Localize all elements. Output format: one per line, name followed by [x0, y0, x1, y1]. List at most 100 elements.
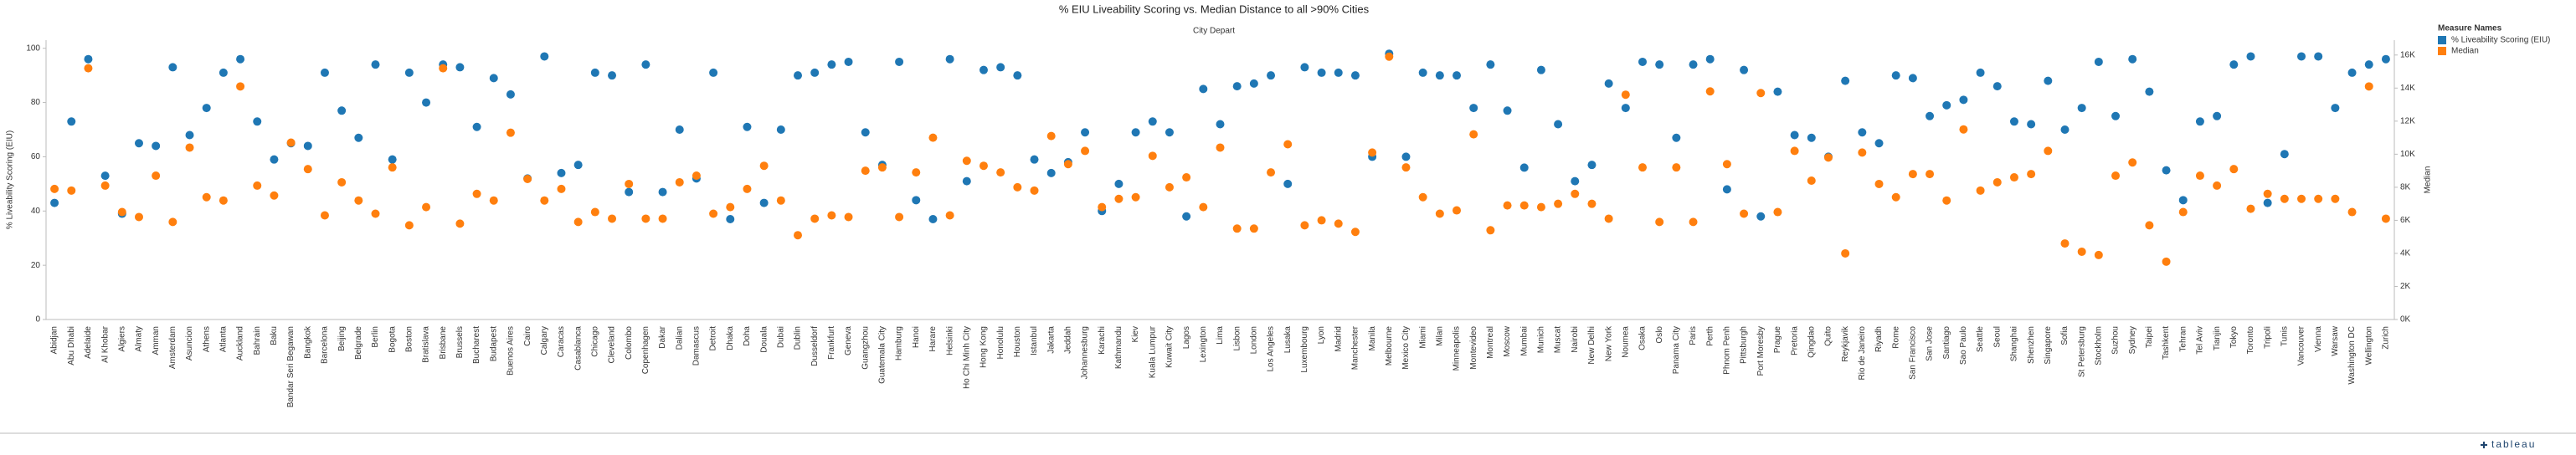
dot: [2027, 120, 2036, 129]
x-tick-label: Shanghai: [2010, 326, 2019, 361]
x-tick-label: Harare: [928, 326, 938, 352]
dot: [1604, 214, 1613, 223]
dot: [1283, 140, 1293, 149]
dot: [962, 176, 971, 186]
x-tick-label: Chicago: [590, 326, 599, 357]
dot: [439, 64, 448, 73]
x-tick-label: Taipei: [2145, 326, 2154, 348]
dot: [2195, 171, 2204, 181]
dot: [2009, 117, 2018, 126]
dot: [590, 68, 599, 77]
dot: [827, 211, 836, 220]
x-tick-label: Brussels: [455, 326, 465, 358]
dot: [658, 214, 667, 223]
dot: [810, 214, 820, 223]
x-tick-label: Pretoria: [1790, 326, 1799, 355]
x-tick-label: Bahrain: [253, 326, 262, 355]
x-tick-label: Hanoi: [912, 326, 921, 348]
x-tick-label: Al Khobar: [100, 325, 110, 363]
dot: [404, 68, 414, 77]
dot: [1554, 199, 1563, 208]
dot: [1841, 248, 1850, 258]
x-tick-label: Lyon: [1317, 326, 1326, 344]
dot: [1992, 177, 2002, 187]
x-tick-label: Boston: [405, 326, 414, 352]
dot: [743, 122, 752, 131]
dot: [1959, 125, 1968, 134]
dot: [1689, 217, 1698, 227]
x-tick-label: Tashkent: [2162, 326, 2171, 360]
dot: [455, 219, 465, 228]
y-tick-label: 40: [31, 207, 41, 216]
x-tick-label: Oslo: [1655, 326, 1664, 344]
x-tick-label: Calgary: [540, 326, 549, 355]
dot: [2246, 52, 2255, 61]
dot: [1722, 160, 1731, 169]
x-tick-label: Sydney: [2128, 326, 2137, 354]
x-tick-label: Baku: [270, 326, 279, 345]
dot: [168, 217, 177, 227]
dot: [1891, 192, 1900, 202]
x-tick-label: Guatemala City: [878, 326, 887, 384]
x-tick-label: Montevideo: [1469, 326, 1478, 370]
dot: [422, 98, 431, 107]
dot: [861, 166, 870, 176]
x-tick-label: Asuncion: [185, 326, 194, 360]
dot: [1519, 201, 1529, 210]
y2-axis-title: Median: [2424, 166, 2433, 194]
x-tick-label: Dusseldorf: [810, 326, 820, 366]
x-tick-label: London: [1250, 326, 1259, 354]
dot: [1571, 176, 1580, 186]
dot: [50, 198, 59, 207]
dot: [1638, 163, 1647, 172]
dot: [1874, 139, 1884, 148]
dot: [2162, 166, 2171, 175]
x-tick-label: Jakarta: [1046, 326, 1056, 354]
dot: [1536, 202, 1545, 212]
dot: [2364, 60, 2373, 69]
dot: [1959, 95, 1968, 105]
dot: [489, 74, 498, 83]
dot: [50, 184, 59, 193]
dot: [895, 57, 904, 66]
dot: [675, 125, 684, 135]
dot: [996, 168, 1005, 177]
x-tick-label: Madrid: [1334, 326, 1343, 352]
dot: [1874, 179, 1884, 188]
dot: [84, 54, 93, 64]
dot: [1199, 84, 1208, 94]
dot: [185, 130, 194, 140]
dot: [1942, 196, 1951, 205]
dot: [1182, 173, 1191, 182]
x-tick-label: Buenos Aires: [506, 326, 516, 376]
dot: [776, 196, 785, 205]
dot: [928, 215, 938, 224]
x-tick-label: Suzhou: [2111, 326, 2121, 355]
y2-tick-label: 2K: [2400, 282, 2411, 291]
dot: [540, 52, 549, 61]
dot: [1638, 57, 1647, 66]
dot: [1350, 71, 1360, 80]
dot: [1098, 202, 1107, 212]
x-tick-label: Johannesburg: [1081, 326, 1090, 379]
y2-tick-label: 16K: [2400, 50, 2415, 59]
x-tick-label: Santiago: [1942, 326, 1951, 360]
dot: [1283, 179, 1293, 188]
dot: [1469, 130, 1478, 139]
dot: [1114, 179, 1123, 188]
dot: [2044, 76, 2053, 85]
y2-tick-label: 14K: [2400, 84, 2415, 93]
dot: [67, 117, 76, 126]
x-tick-label: Caracas: [557, 326, 566, 357]
dot: [625, 187, 634, 197]
dot: [1300, 63, 1309, 72]
dot: [371, 209, 380, 218]
dot: [422, 202, 431, 212]
dot: [2128, 54, 2137, 64]
dot: [1908, 170, 1917, 179]
dot: [1249, 79, 1258, 88]
x-tick-label: Kuala Lumpur: [1148, 325, 1157, 378]
dot: [912, 168, 921, 177]
dot: [2128, 158, 2137, 167]
x-tick-label: Wellington: [2364, 326, 2373, 366]
